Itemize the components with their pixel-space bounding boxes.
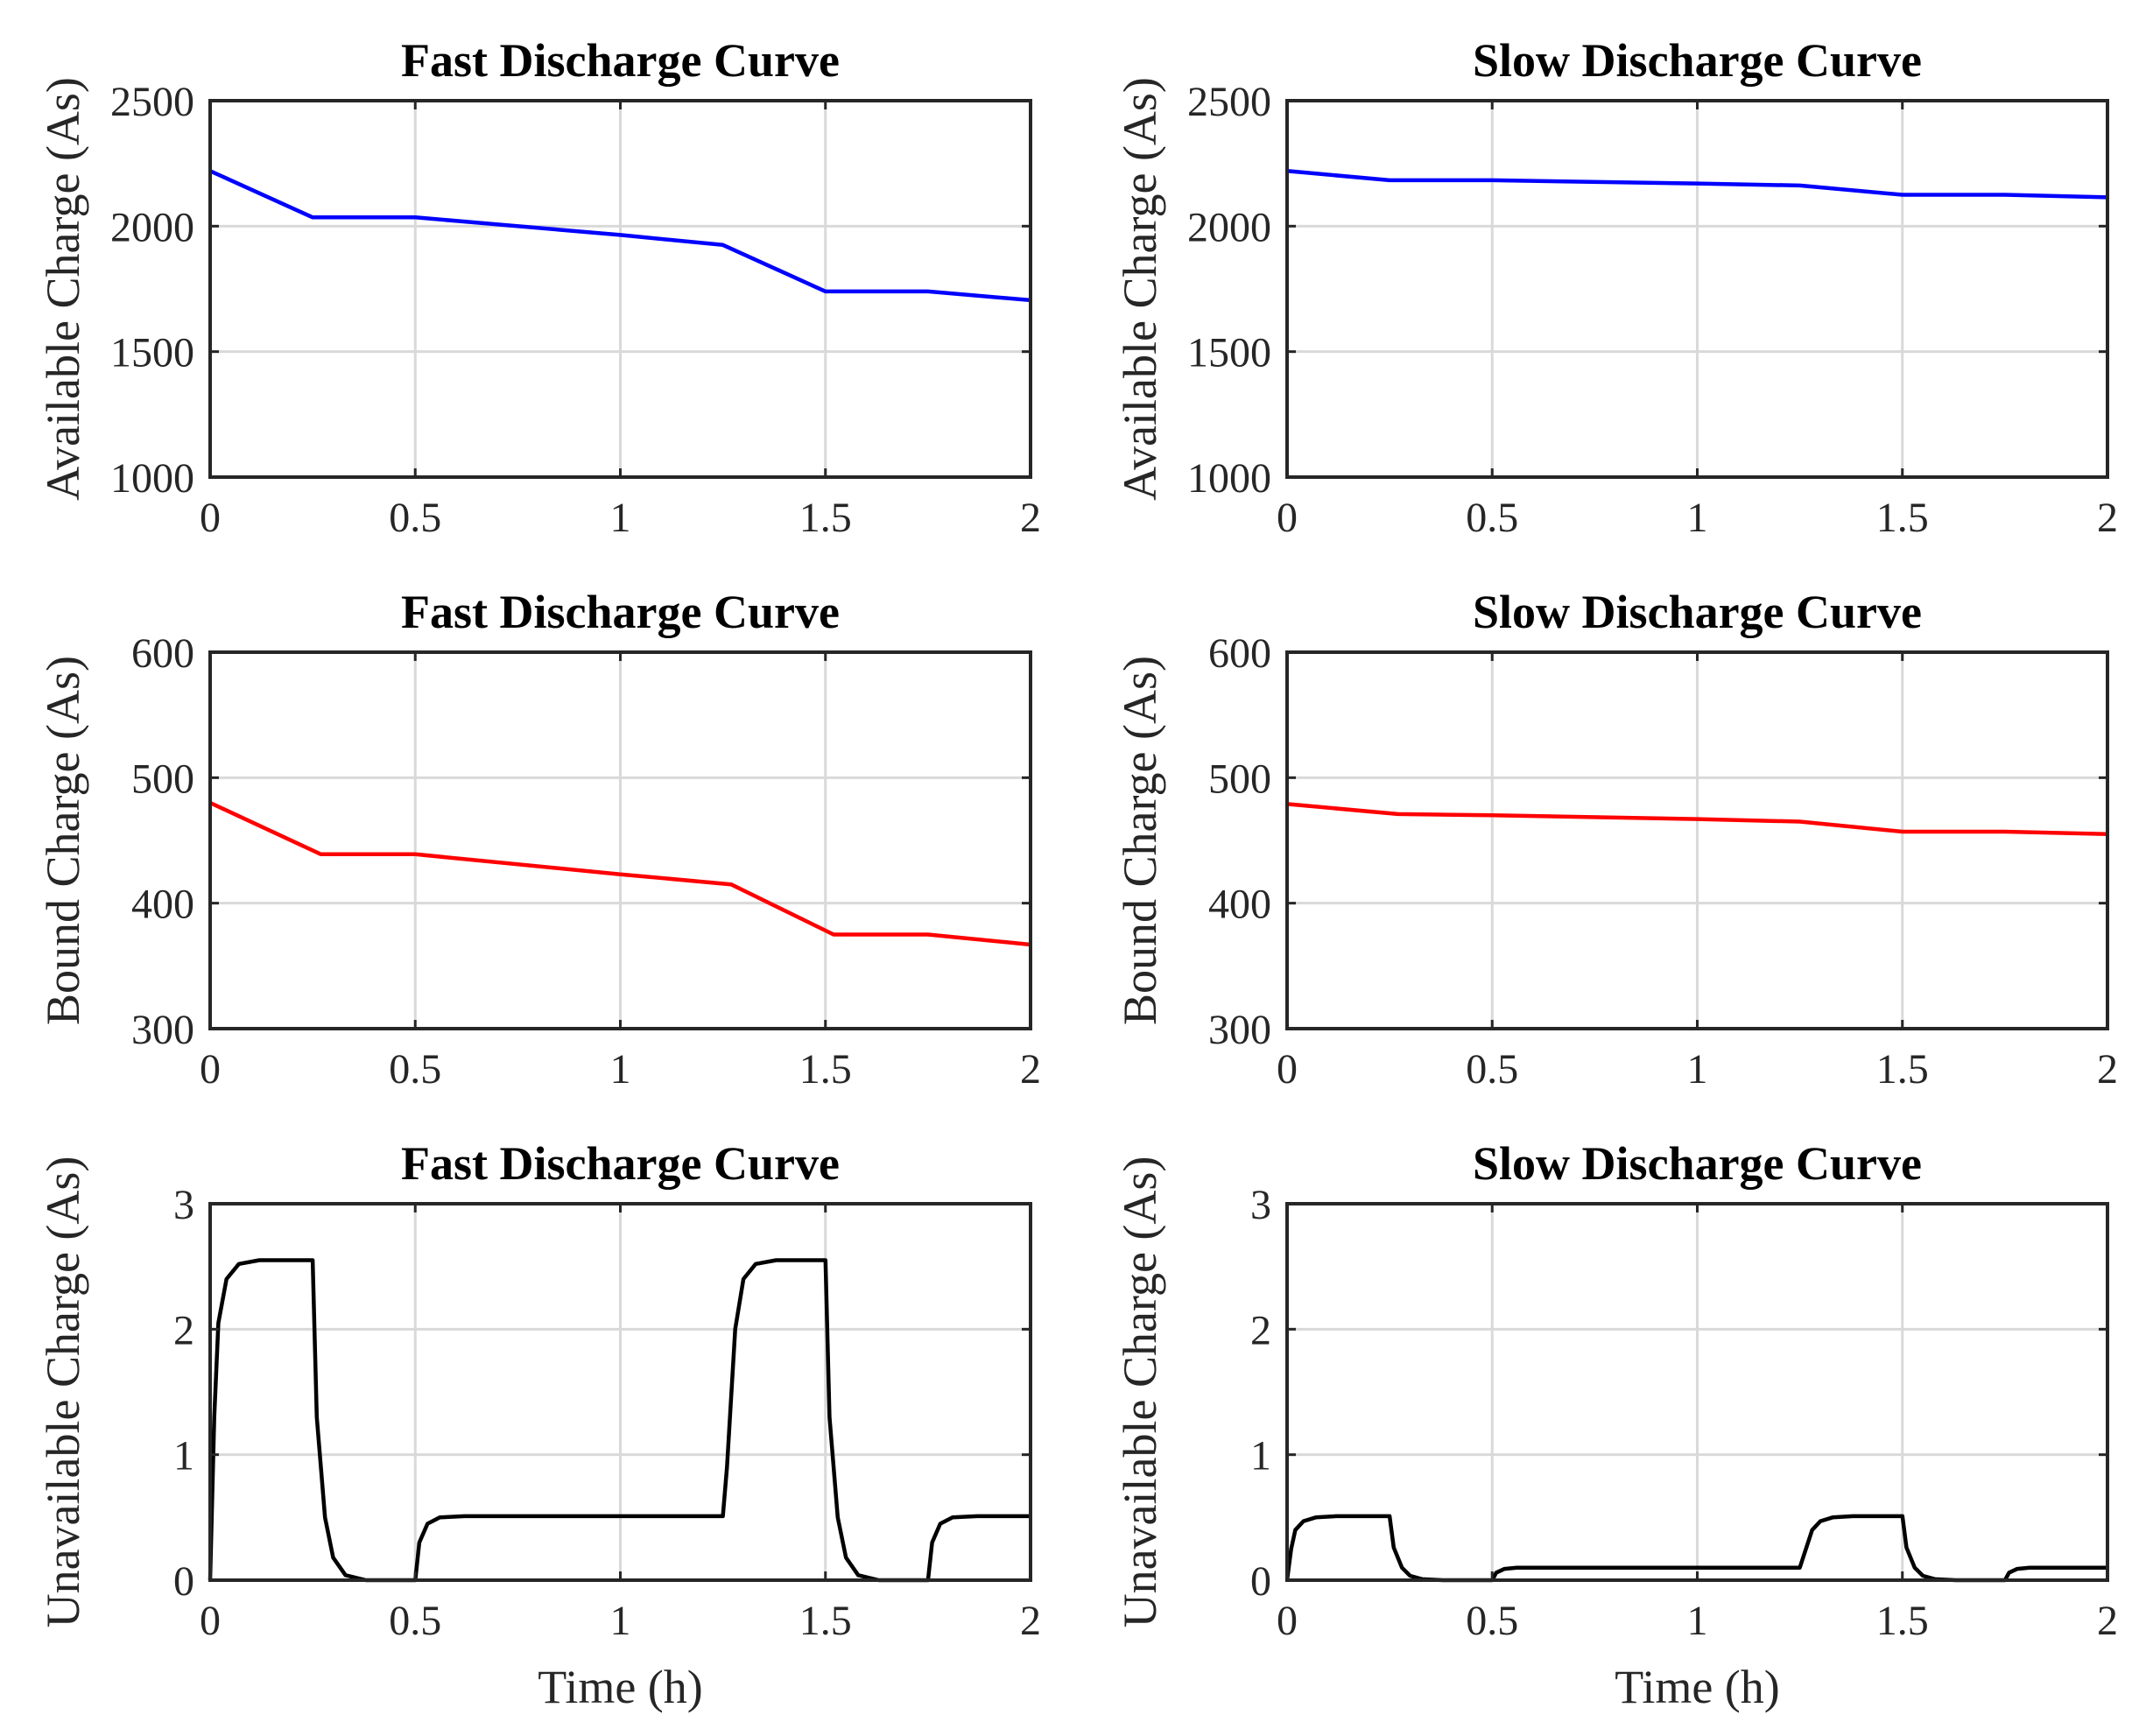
y-tick-label: 600 — [131, 630, 194, 677]
y-tick-label: 2500 — [1187, 79, 1271, 125]
chart-title: Slow Discharge Curve — [1473, 586, 1922, 638]
y-axis-label: Available Charge (As) — [37, 77, 89, 501]
panel-slow-unavailable: 0 0.5 1 1.5 2 0 1 2 3 Slow Discharge Curve Unavail… — [1114, 1137, 2118, 1713]
y-tick-label: 1000 — [110, 455, 194, 502]
panel-fast-bound: 0 0.5 1 1.5 2 300 400 500 600 Fast Discharge Curv… — [37, 586, 1041, 1093]
x-tick-label: 0 — [1277, 1046, 1298, 1093]
panel-slow-bound: 0 0.5 1 1.5 2 300 400 500 600 Slow Discharge Curv… — [1114, 586, 2118, 1093]
y-tick-label: 600 — [1208, 630, 1271, 677]
x-tick-label: 2 — [2097, 1046, 2118, 1093]
chart-title: Slow Discharge Curve — [1473, 34, 1922, 87]
chart-title: Slow Discharge Curve — [1473, 1137, 1922, 1190]
x-tick-label: 2 — [1020, 495, 1041, 541]
x-tick-label: 0 — [1277, 495, 1298, 541]
y-tick-label: 300 — [1208, 1007, 1271, 1053]
x-tick-label: 1.5 — [799, 1046, 852, 1093]
x-tick-label: 1.5 — [799, 495, 852, 541]
series-line-bound — [1286, 802, 2108, 837]
chart-title: Fast Discharge Curve — [401, 34, 840, 87]
x-tick-label: 0 — [200, 1598, 221, 1644]
x-tick-label: 0.5 — [1466, 1046, 1518, 1093]
y-axis-label: Unavailable Charge (As) — [37, 1156, 89, 1628]
x-tick-label: 1 — [1687, 1046, 1708, 1093]
y-tick-label: 0 — [1250, 1558, 1271, 1605]
x-tick-label: 1 — [1687, 495, 1708, 541]
axes-frame — [208, 99, 1032, 479]
y-axis-label: Available Charge (As) — [1114, 77, 1166, 501]
y-axis-label: Unavailable Charge (As) — [1114, 1156, 1166, 1628]
y-tick-label: 2000 — [110, 204, 194, 250]
y-tick-label: 1000 — [1187, 455, 1271, 502]
x-tick-label: 1 — [1687, 1598, 1708, 1644]
x-tick-label: 0.5 — [1466, 1598, 1518, 1644]
x-tick-label: 0.5 — [1466, 495, 1518, 541]
x-axis-label: Time (h) — [538, 1661, 703, 1713]
y-tick-label: 500 — [131, 756, 194, 802]
x-tick-label: 0.5 — [389, 1598, 441, 1644]
axes-frame — [1285, 650, 2109, 1030]
x-tick-label: 0 — [200, 495, 221, 541]
y-tick-label: 400 — [131, 882, 194, 928]
x-tick-label: 0 — [1277, 1598, 1298, 1644]
y-tick-label: 2 — [173, 1307, 194, 1353]
x-tick-label: 1 — [610, 1598, 631, 1644]
y-tick-label: 3 — [173, 1182, 194, 1228]
y-tick-label: 500 — [1208, 756, 1271, 802]
y-tick-label: 400 — [1208, 882, 1271, 928]
x-tick-label: 1 — [610, 495, 631, 541]
y-tick-label: 300 — [131, 1007, 194, 1053]
x-axis-label: Time (h) — [1615, 1661, 1780, 1713]
y-tick-label: 0 — [173, 1558, 194, 1605]
chart-title: Fast Discharge Curve — [401, 1137, 840, 1190]
panel-slow-available: 0 0.5 1 1.5 2 1000 1500 2000 2500 Slow Discharge … — [1114, 34, 2118, 541]
axes-frame — [208, 650, 1032, 1030]
series-line-available — [1286, 169, 2108, 200]
x-tick-label: 2 — [2097, 1598, 2118, 1644]
x-tick-label: 1 — [610, 1046, 631, 1093]
x-tick-label: 1.5 — [1876, 495, 1929, 541]
x-tick-label: 1.5 — [1876, 1598, 1929, 1644]
panel-fast-unavailable: 0 0.5 1 1.5 2 0 1 2 3 Fast Discharge Curve Unavail… — [37, 1137, 1041, 1713]
axes-frame — [208, 1202, 1032, 1582]
y-tick-label: 1 — [173, 1433, 194, 1479]
chart-title: Fast Discharge Curve — [401, 586, 840, 638]
y-tick-label: 2500 — [110, 79, 194, 125]
panel-fast-available: 0 0.5 1 1.5 2 1000 1500 2000 2500 Fast Discharge … — [37, 34, 1041, 541]
y-axis-label: Bound Charge (As) — [37, 656, 89, 1025]
x-tick-label: 2 — [1020, 1598, 1041, 1644]
series-line-bound — [209, 800, 1031, 947]
x-tick-label: 0 — [200, 1046, 221, 1093]
y-tick-label: 1 — [1250, 1433, 1271, 1479]
y-tick-label: 1500 — [110, 330, 194, 376]
y-tick-label: 1500 — [1187, 330, 1271, 376]
x-tick-label: 1.5 — [799, 1598, 852, 1644]
x-tick-label: 1.5 — [1876, 1046, 1929, 1093]
y-tick-label: 2000 — [1187, 204, 1271, 250]
series-line-available — [209, 169, 1031, 303]
x-tick-label: 0.5 — [389, 1046, 441, 1093]
axes-frame — [1285, 1202, 2109, 1582]
x-tick-label: 0.5 — [389, 495, 441, 541]
axes-frame — [1285, 99, 2109, 479]
x-tick-label: 2 — [1020, 1046, 1041, 1093]
x-tick-label: 2 — [2097, 495, 2118, 541]
y-tick-label: 2 — [1250, 1307, 1271, 1353]
y-tick-label: 3 — [1250, 1182, 1271, 1228]
y-axis-label: Bound Charge (As) — [1114, 656, 1166, 1025]
